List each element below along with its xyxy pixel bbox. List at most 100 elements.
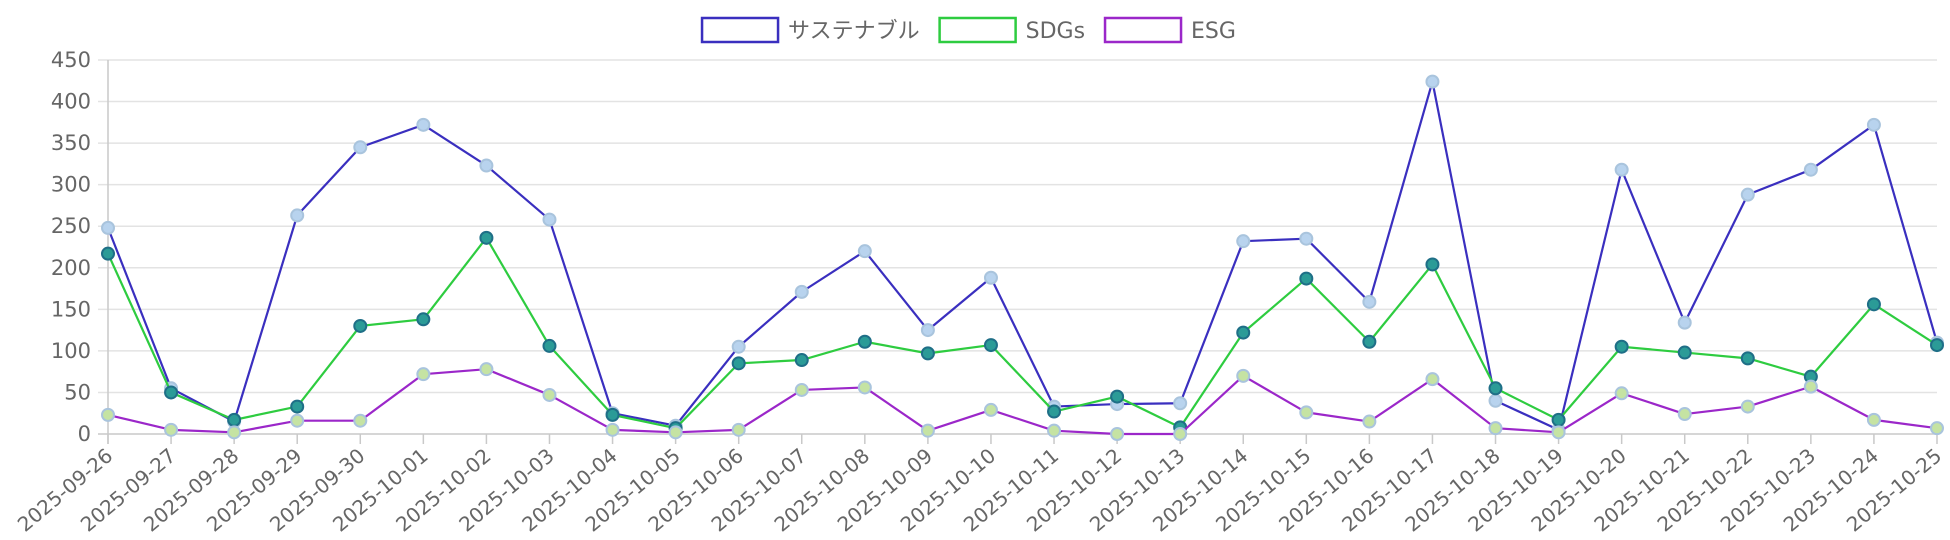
data-point[interactable] <box>920 423 935 438</box>
data-point[interactable] <box>1425 74 1440 89</box>
data-point[interactable] <box>542 338 557 353</box>
data-point[interactable] <box>983 270 998 285</box>
legend-item-2[interactable]: ESG <box>1103 16 1236 44</box>
data-point[interactable] <box>1740 351 1755 366</box>
data-point[interactable] <box>1173 427 1188 441</box>
data-point[interactable] <box>1866 412 1881 427</box>
data-point[interactable] <box>479 158 494 173</box>
data-point[interactable] <box>857 334 872 349</box>
data-point[interactable] <box>290 208 305 223</box>
data-point[interactable] <box>794 353 809 368</box>
data-point[interactable] <box>353 318 368 333</box>
data-point[interactable] <box>542 387 557 402</box>
data-point[interactable] <box>1803 379 1818 394</box>
y-tick-label: 0 <box>78 422 91 446</box>
y-tick-label: 350 <box>51 131 91 155</box>
data-point[interactable] <box>1425 372 1440 387</box>
data-point[interactable] <box>1362 414 1377 429</box>
data-point[interactable] <box>1740 187 1755 202</box>
data-point[interactable] <box>1362 294 1377 309</box>
y-tick-label: 250 <box>51 214 91 238</box>
y-tick-label: 400 <box>51 90 91 114</box>
data-point[interactable] <box>1551 425 1566 440</box>
data-point[interactable] <box>794 284 809 299</box>
data-point[interactable] <box>1614 339 1629 354</box>
data-point[interactable] <box>731 339 746 354</box>
y-tick-label: 200 <box>51 256 91 280</box>
data-point[interactable] <box>353 413 368 428</box>
data-point[interactable] <box>1677 407 1692 422</box>
data-point[interactable] <box>290 413 305 428</box>
legend-swatch <box>1103 16 1183 44</box>
data-point[interactable] <box>983 402 998 417</box>
series-1 <box>101 230 1944 436</box>
data-point[interactable] <box>605 407 620 422</box>
data-point[interactable] <box>1488 381 1503 396</box>
data-point[interactable] <box>164 385 179 400</box>
data-point[interactable] <box>668 425 683 440</box>
data-point[interactable] <box>416 367 431 382</box>
data-point[interactable] <box>101 220 115 235</box>
gridlines <box>98 59 1937 444</box>
data-point[interactable] <box>605 422 620 437</box>
data-point[interactable] <box>1236 368 1251 383</box>
data-point[interactable] <box>1803 162 1818 177</box>
data-point[interactable] <box>101 407 115 422</box>
data-point[interactable] <box>1425 257 1440 272</box>
y-tick-label: 50 <box>64 380 91 404</box>
data-point[interactable] <box>1299 231 1314 246</box>
data-point[interactable] <box>857 244 872 259</box>
data-point[interactable] <box>1677 315 1692 330</box>
data-point[interactable] <box>983 338 998 353</box>
data-point[interactable] <box>1047 423 1062 438</box>
data-point[interactable] <box>542 212 557 227</box>
legend-label: SDGs <box>1026 19 1085 44</box>
data-point[interactable] <box>290 399 305 414</box>
data-point[interactable] <box>1173 396 1188 411</box>
series-line <box>106 236 1938 430</box>
data-point[interactable] <box>857 380 872 395</box>
data-point[interactable] <box>479 230 494 245</box>
data-point[interactable] <box>1551 412 1566 427</box>
data-point[interactable] <box>1866 297 1881 312</box>
data-point[interactable] <box>920 346 935 361</box>
y-tick-label: 150 <box>51 297 91 321</box>
data-point[interactable] <box>794 382 809 397</box>
data-point[interactable] <box>101 246 115 261</box>
data-point[interactable] <box>416 117 431 132</box>
data-point[interactable] <box>416 312 431 327</box>
data-point[interactable] <box>1866 117 1881 132</box>
legend-item-1[interactable]: SDGs <box>938 16 1085 44</box>
data-point[interactable] <box>1236 325 1251 340</box>
data-point[interactable] <box>1614 162 1629 177</box>
data-point[interactable] <box>1236 234 1251 249</box>
data-point[interactable] <box>479 362 494 377</box>
series-2 <box>101 362 1944 441</box>
data-point[interactable] <box>227 412 242 427</box>
y-tick-label: 450 <box>51 48 91 72</box>
legend-item-0[interactable]: サステナブル <box>700 16 920 44</box>
data-point[interactable] <box>353 140 368 155</box>
data-point[interactable] <box>1047 404 1062 419</box>
data-point[interactable] <box>1110 389 1125 404</box>
data-point[interactable] <box>1299 405 1314 420</box>
data-point[interactable] <box>1614 386 1629 401</box>
data-point[interactable] <box>1488 393 1503 408</box>
data-point[interactable] <box>1677 345 1692 360</box>
data-point[interactable] <box>920 323 935 338</box>
data-point[interactable] <box>1740 399 1755 414</box>
data-point[interactable] <box>1930 421 1944 436</box>
data-point[interactable] <box>1488 421 1503 436</box>
data-point[interactable] <box>1299 271 1314 286</box>
data-point[interactable] <box>164 422 179 437</box>
series-line <box>107 368 1938 436</box>
data-point[interactable] <box>1362 334 1377 349</box>
data-point[interactable] <box>1110 427 1125 441</box>
data-point[interactable] <box>227 425 242 440</box>
data-point[interactable] <box>731 422 746 437</box>
data-point[interactable] <box>1930 338 1944 353</box>
data-point[interactable] <box>731 356 746 371</box>
series-0 <box>101 74 1944 437</box>
